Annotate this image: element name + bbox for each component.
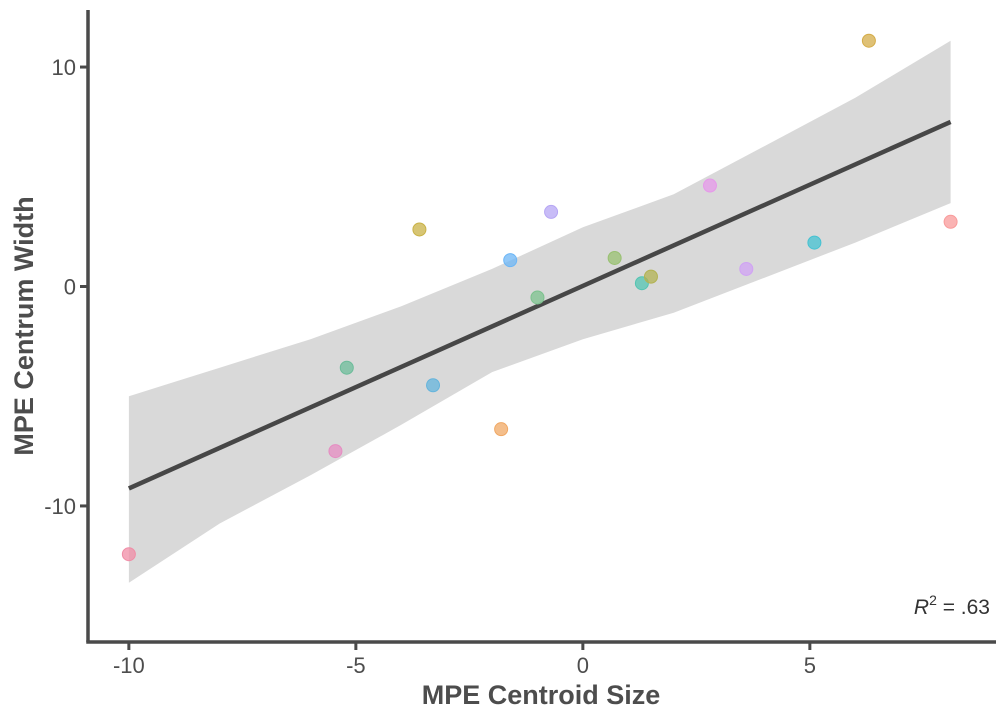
x-tick-label: 5: [804, 653, 816, 678]
data-point: [607, 250, 622, 265]
data-point: [643, 269, 658, 284]
y-axis-title: MPE Centrum Width: [9, 196, 39, 455]
data-point: [943, 214, 958, 229]
y-tick-label: -10: [44, 494, 76, 519]
x-tick-label: -5: [346, 653, 366, 678]
data-point: [339, 360, 354, 375]
data-point: [328, 444, 343, 459]
data-point: [739, 261, 754, 276]
y-tick-label: 10: [52, 55, 76, 80]
data-point: [494, 422, 509, 437]
data-point: [412, 222, 427, 237]
data-points-layer: [121, 33, 958, 562]
data-point: [426, 378, 441, 393]
data-point: [121, 547, 136, 562]
confidence-band-layer: [128, 40, 951, 583]
x-tick-label: 0: [577, 653, 589, 678]
data-point: [702, 178, 717, 193]
data-point: [503, 253, 518, 268]
confidence-band: [128, 40, 951, 583]
axes-layer: -10 -5 0 5 -10 0 10: [44, 10, 996, 678]
data-point: [807, 235, 822, 250]
data-point: [544, 204, 559, 219]
x-tick-label: -10: [113, 653, 145, 678]
x-axis-title: MPE Centroid Size: [422, 680, 661, 710]
y-tick-label: 0: [64, 275, 76, 300]
regression-line: [127, 119, 952, 491]
data-point: [530, 290, 545, 305]
r-squared-annotation: R2 = .63: [914, 592, 990, 619]
data-point: [861, 33, 876, 48]
regression-line-layer: [127, 119, 952, 491]
